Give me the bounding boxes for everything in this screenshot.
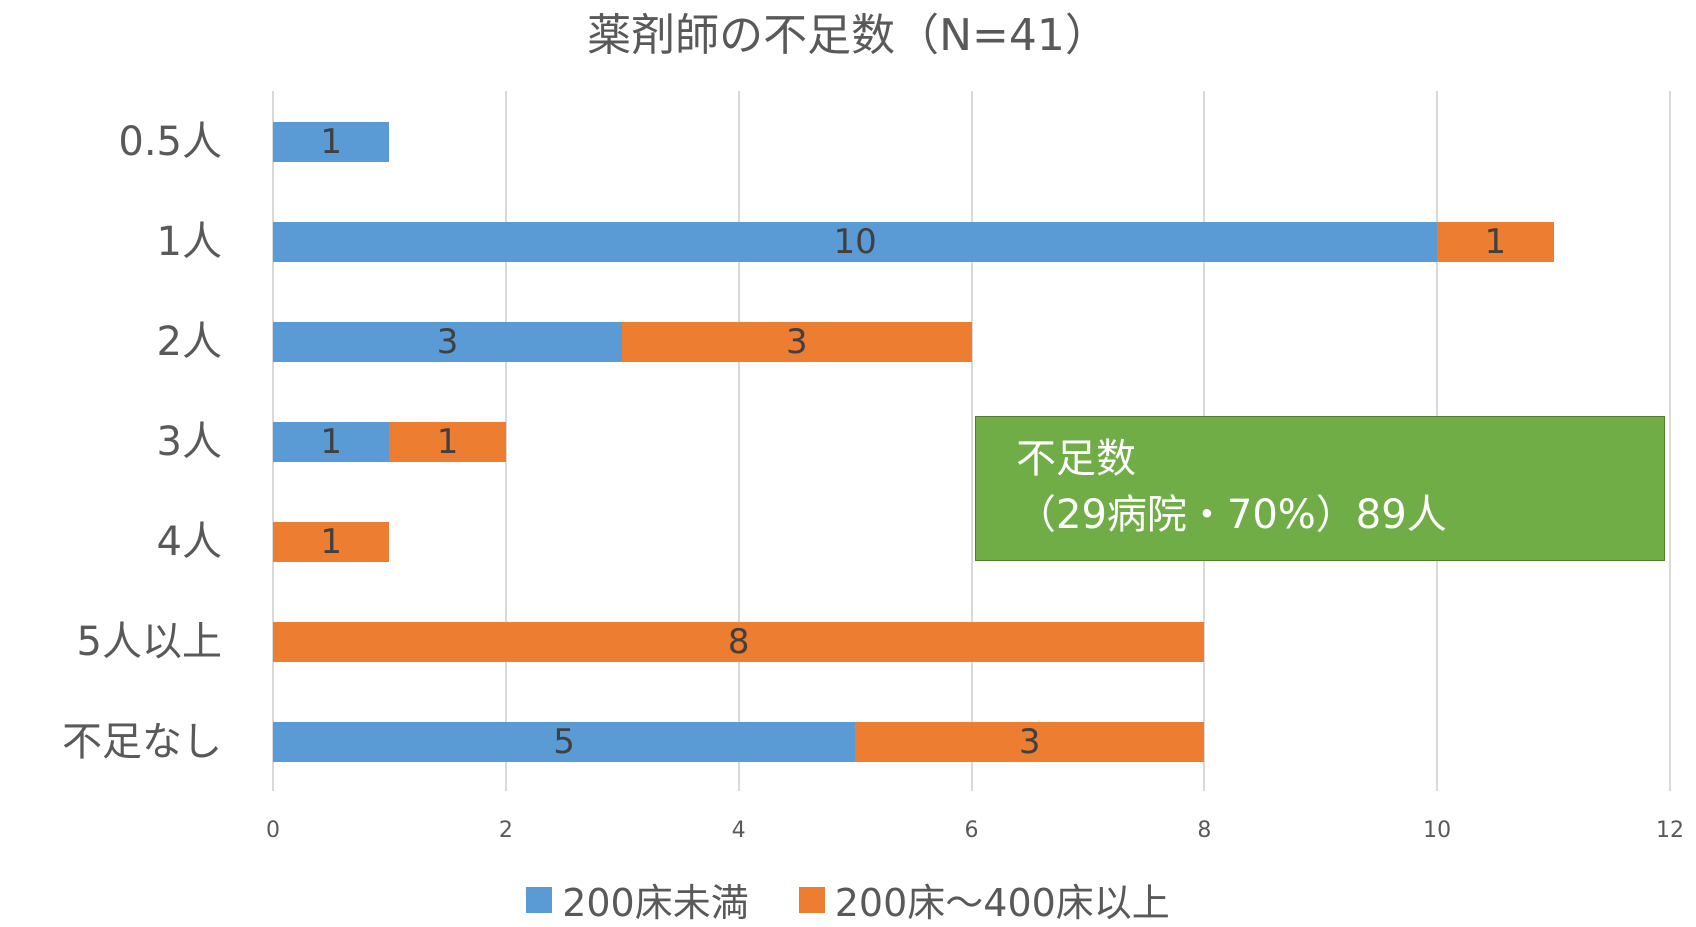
shortage-callout: 不足数 （29病院・70%）89人 bbox=[975, 416, 1665, 561]
x-tick-label: 12 bbox=[1656, 818, 1684, 843]
bar-segment: 3 bbox=[273, 322, 623, 362]
bar-segment: 1 bbox=[1437, 222, 1554, 262]
y-category-label: 0.5人 bbox=[118, 119, 222, 165]
callout-line-1: 不足数 bbox=[1016, 436, 1136, 482]
plot-area: 1 10 1 3 3 1 1 1 8 5 3 bbox=[272, 91, 1671, 791]
legend-swatch-orange-icon bbox=[798, 886, 825, 913]
gridline bbox=[970, 91, 973, 791]
bar-segment: 5 bbox=[273, 722, 856, 762]
y-category-label: 3人 bbox=[156, 419, 222, 465]
bar-segment: 3 bbox=[855, 722, 1205, 762]
legend-label: 200床～400床以上 bbox=[834, 881, 1170, 925]
y-category-label: 1人 bbox=[156, 219, 222, 265]
gridline bbox=[737, 91, 740, 791]
x-tick-label: 10 bbox=[1423, 818, 1452, 843]
x-tick-label: 2 bbox=[498, 818, 513, 843]
y-category-label: 2人 bbox=[156, 319, 222, 365]
callout-line-2: （29病院・70%）89人 bbox=[1016, 492, 1447, 538]
chart-title: 薬剤師の不足数（N=41） bbox=[587, 10, 1109, 61]
bar-segment: 1 bbox=[273, 122, 390, 162]
y-category-label: 5人以上 bbox=[76, 619, 222, 665]
y-category-label: 不足なし bbox=[62, 719, 222, 765]
legend: 200床未満 200床～400床以上 bbox=[0, 872, 1696, 927]
x-tick-label: 0 bbox=[266, 818, 280, 843]
x-tick-label: 6 bbox=[964, 818, 979, 843]
gridline bbox=[504, 91, 507, 791]
legend-swatch-blue-icon bbox=[526, 886, 553, 913]
legend-label: 200床未満 bbox=[562, 881, 749, 925]
x-tick-label: 4 bbox=[731, 818, 746, 843]
bar-segment: 1 bbox=[273, 422, 390, 462]
bar-segment: 8 bbox=[273, 622, 1205, 662]
bar-segment: 1 bbox=[273, 522, 390, 562]
bar-segment: 1 bbox=[389, 422, 506, 462]
x-tick-label: 8 bbox=[1197, 818, 1212, 843]
y-category-label: 4人 bbox=[156, 519, 222, 565]
bar-segment: 3 bbox=[622, 322, 972, 362]
legend-item-under-200: 200床未満 bbox=[526, 872, 749, 927]
bar-segment: 10 bbox=[273, 222, 1438, 262]
legend-item-200-400: 200床～400床以上 bbox=[798, 872, 1170, 927]
gridline bbox=[1669, 91, 1671, 791]
